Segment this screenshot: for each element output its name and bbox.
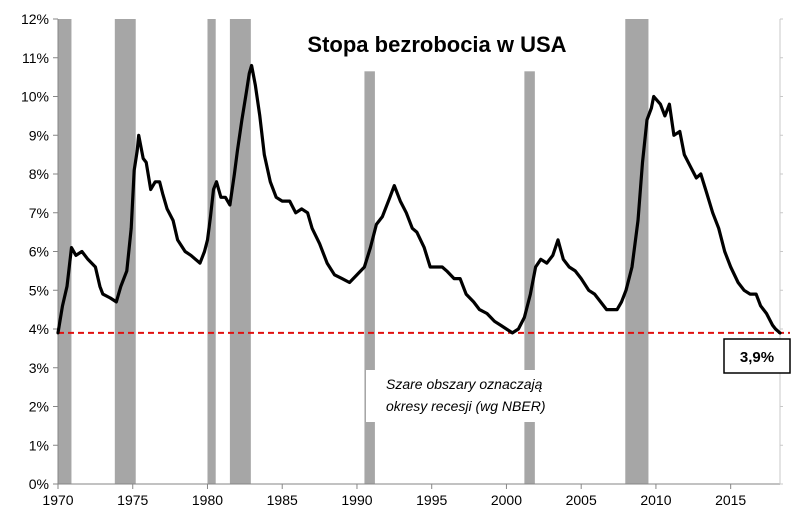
y-tick-label: 2%	[29, 399, 49, 415]
note-background	[366, 370, 594, 422]
x-tick-label: 1985	[267, 492, 298, 508]
x-tick-label: 2005	[566, 492, 597, 508]
y-tick-label: 6%	[29, 244, 49, 260]
axes: 0% 1% 2% 3% 4% 5% 6% 7% 8% 9% 10% 11% 12% 1970 1975 198…	[21, 11, 783, 508]
y-tick-label: 11%	[22, 50, 49, 66]
recession-band	[114, 19, 136, 484]
recession-note-line2: okresy recesji (wg NBER)	[386, 398, 545, 414]
y-tick-label: 5%	[29, 282, 49, 298]
y-tick-label: 1%	[29, 437, 49, 453]
unemployment-rate-line	[56, 63, 782, 335]
y-tick-label: 7%	[29, 205, 49, 221]
recession-band	[524, 71, 535, 484]
y-tick-label: 3%	[29, 360, 49, 376]
current-value-label: 3,9%	[740, 349, 774, 366]
y-tick-label: 10%	[21, 89, 49, 105]
chart-title: Stopa bezrobocia w USA	[307, 32, 566, 57]
y-tick-label: 8%	[29, 166, 49, 182]
x-tick-label: 1980	[192, 492, 223, 508]
x-tick-label: 1995	[416, 492, 447, 508]
recession-note-line1: Szare obszary oznaczają	[386, 376, 543, 392]
recession-band	[58, 19, 72, 484]
y-tick-label: 12%	[21, 11, 49, 27]
recession-bands	[58, 19, 649, 484]
recession-band	[229, 19, 251, 484]
recession-band	[625, 19, 649, 484]
y-tick-label: 0%	[29, 476, 49, 492]
x-tick-label: 2010	[640, 492, 671, 508]
x-tick-label: 1975	[117, 492, 148, 508]
current-value-box	[723, 338, 791, 374]
x-tick-label: 2000	[491, 492, 522, 508]
recession-band	[207, 19, 216, 484]
y-tick-label: 9%	[29, 127, 49, 143]
recession-band	[364, 71, 375, 484]
series-lines	[56, 63, 782, 335]
y-tick-label: 4%	[29, 321, 49, 337]
x-tick-label: 2015	[715, 492, 746, 508]
x-tick-label: 1990	[341, 492, 372, 508]
x-tick-label: 1970	[42, 492, 73, 508]
